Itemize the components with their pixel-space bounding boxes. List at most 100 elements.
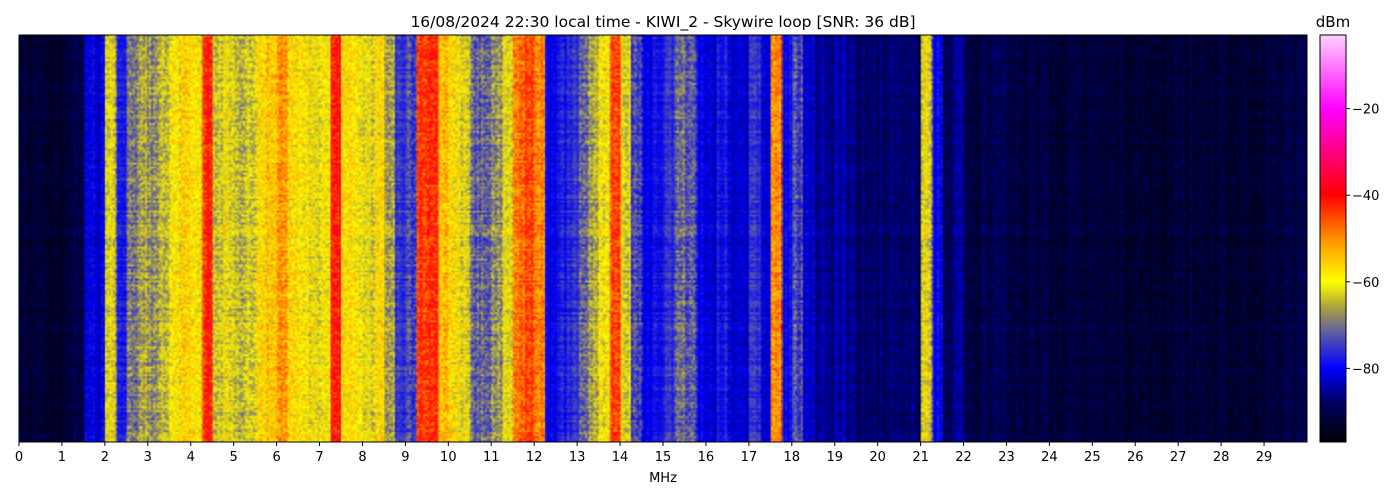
spectrum-bin: [394, 35, 406, 442]
colorbar: [1319, 34, 1347, 443]
spectrum-bin: [469, 35, 481, 442]
colorbar-ticks: −20 −40 −60 −80: [1346, 103, 1379, 377]
spectrum-bin: [319, 35, 331, 442]
spectrum-bins: [19, 35, 1307, 442]
colorbar-tick-label: −80: [1352, 362, 1379, 377]
x-tick-label: 17: [741, 450, 758, 465]
spectrum-bin: [1253, 35, 1265, 442]
spectrum-bin: [416, 35, 427, 442]
spectrum-bin: [1210, 35, 1222, 442]
x-tick-label: 4: [187, 450, 195, 465]
spectrum-bin: [1081, 35, 1093, 442]
spectrum-bin: [147, 35, 159, 442]
x-tick-label: 5: [230, 450, 238, 465]
spectrum-bin: [212, 35, 223, 442]
spectrum-bin: [834, 35, 846, 442]
spectrum-bin: [405, 35, 417, 442]
spectrum-bin: [802, 35, 814, 442]
x-tick-label: 3: [144, 450, 152, 465]
spectrum-bin: [1242, 35, 1254, 442]
x-tick-label: 20: [869, 450, 886, 465]
spectrum-bin: [942, 35, 953, 442]
spectrum-bin: [1296, 35, 1307, 442]
spectrum-bin: [330, 35, 341, 442]
spectrum-bin: [19, 35, 30, 442]
spectrum-bin: [1103, 35, 1114, 442]
spectrum-bin: [1135, 35, 1146, 442]
spectrum-bin: [813, 35, 824, 442]
spectrum-bin: [974, 35, 985, 442]
spectrum-bin: [770, 35, 782, 442]
spectrum-bin: [244, 35, 256, 442]
spectrum-bin: [276, 35, 288, 442]
spectrum-bin: [577, 35, 588, 442]
spectrum-bin: [426, 35, 438, 442]
spectrum-bin: [298, 35, 309, 442]
spectrum-bin: [1199, 35, 1211, 442]
spectrum-bin: [94, 35, 105, 442]
spectrum-bin: [866, 35, 878, 442]
spectrum-bin: [952, 35, 964, 442]
spectrum-bin: [308, 35, 320, 442]
spectrum-bin: [502, 35, 513, 442]
spectrum-bin: [83, 35, 95, 442]
x-tick-label: 6: [272, 450, 280, 465]
spectrum-bin: [491, 35, 502, 442]
spectrum-bin: [362, 35, 374, 442]
spectrum-bin: [383, 35, 395, 442]
spectrum-bin: [1146, 35, 1157, 442]
x-tick-label: 19: [826, 450, 843, 465]
spectrum-bin: [1274, 35, 1286, 442]
spectrum-bin: [1070, 35, 1082, 442]
colorbar-label: dBm: [1316, 13, 1350, 31]
x-tick-label: 11: [483, 450, 500, 465]
spectrum-bin: [630, 35, 642, 442]
spectrum-bin: [190, 35, 202, 442]
spectrum-bin: [985, 35, 996, 442]
spectrum-bin: [1221, 35, 1232, 442]
spectrum-bin: [1006, 35, 1018, 442]
x-tick-label: 15: [655, 450, 672, 465]
spectrum-bin: [824, 35, 835, 442]
x-tick-label: 27: [1170, 450, 1187, 465]
spectrum-bin: [963, 35, 975, 442]
spectrum-bin: [180, 35, 191, 442]
spectrum-bin: [222, 35, 234, 442]
spectrum-bin: [566, 35, 578, 442]
spectrum-bin: [877, 35, 889, 442]
spectrum-bin: [920, 35, 932, 442]
spectrum-bin: [1156, 35, 1168, 442]
spectrum-bin: [1188, 35, 1200, 442]
x-tick-label: 12: [526, 450, 543, 465]
spectrum-bin: [72, 35, 84, 442]
spectrum-bin: [158, 35, 170, 442]
spectrum-bin: [856, 35, 867, 442]
x-tick-label: 23: [998, 450, 1015, 465]
spectrum-bin: [29, 35, 41, 442]
spectrum-bin: [512, 35, 524, 442]
spectrum-bin: [1264, 35, 1275, 442]
colorbar-tick-label: −20: [1352, 103, 1379, 118]
spectrum-bin: [448, 35, 460, 442]
spectrum-bin: [609, 35, 621, 442]
x-tick-label: 9: [401, 450, 409, 465]
spectrum-bin: [126, 35, 138, 442]
spectrum-bin: [555, 35, 567, 442]
x-axis-label: MHz: [649, 471, 677, 486]
spectrum-bin: [652, 35, 663, 442]
spectrum-bin: [1178, 35, 1189, 442]
spectrum-bin: [1167, 35, 1179, 442]
chart-title: 16/08/2024 22:30 local time - KIWI_2 - S…: [410, 13, 915, 32]
spectrum-bin: [480, 35, 492, 442]
spectrum-bin: [1049, 35, 1061, 442]
x-tick-label: 0: [15, 450, 23, 465]
spectrum-bin: [598, 35, 610, 442]
spectrum-bin: [137, 35, 148, 442]
spectrum-bin: [995, 35, 1007, 442]
spectrum-bin: [759, 35, 771, 442]
x-tick-label: 8: [358, 450, 366, 465]
spectrum-bin: [341, 35, 352, 442]
spectrum-bin: [673, 35, 685, 442]
